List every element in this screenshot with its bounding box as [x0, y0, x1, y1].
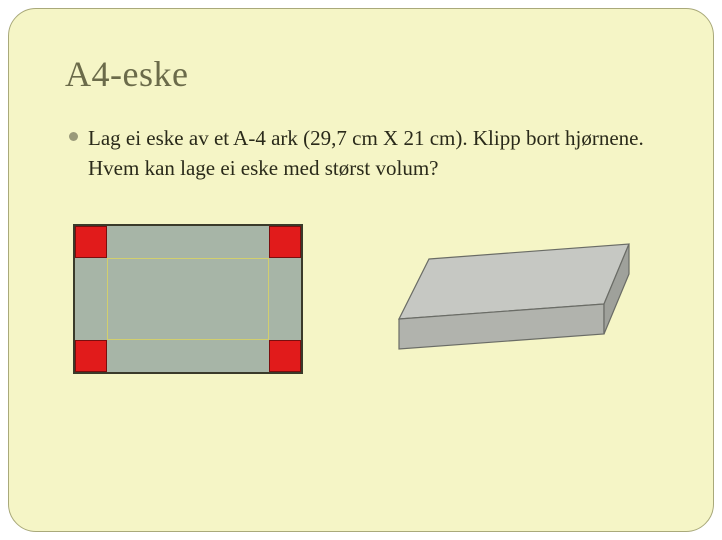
cut-corner-bottom-left [75, 340, 107, 372]
figures-row [65, 224, 657, 374]
cut-corner-top-left [75, 226, 107, 258]
cut-corner-bottom-right [269, 340, 301, 372]
slide: A4-eske Lag ei eske av et A-4 ark (29,7 … [8, 8, 714, 532]
fold-outline [107, 258, 269, 340]
a4-sheet-diagram [73, 224, 303, 374]
bullet-text: Lag ei eske av et A-4 ark (29,7 cm X 21 … [88, 123, 657, 184]
open-box-diagram [379, 224, 649, 374]
bullet-icon [69, 132, 78, 141]
slide-title: A4-eske [65, 53, 657, 95]
cut-corner-top-right [269, 226, 301, 258]
bullet-item: Lag ei eske av et A-4 ark (29,7 cm X 21 … [65, 123, 657, 184]
